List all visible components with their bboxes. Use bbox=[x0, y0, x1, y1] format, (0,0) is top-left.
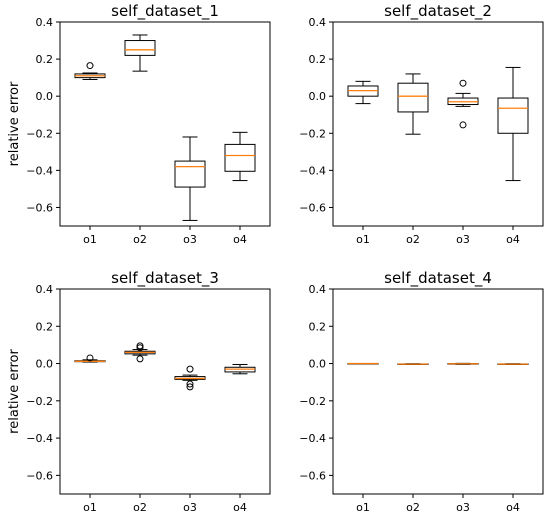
x-tick-label: o4 bbox=[233, 501, 247, 514]
box-body bbox=[124, 40, 156, 56]
x-tick-label: o2 bbox=[406, 233, 420, 246]
x-tick-label: o3 bbox=[183, 501, 197, 514]
subplot-title: self_dataset_1 bbox=[111, 2, 219, 21]
box-o2 bbox=[124, 34, 156, 72]
x-tick-label: o4 bbox=[233, 233, 247, 246]
box-o4 bbox=[497, 363, 529, 365]
y-tick-label: 0.0 bbox=[36, 358, 54, 371]
box-o2 bbox=[397, 73, 429, 135]
axes-frame bbox=[332, 288, 544, 495]
y-tick-label: −0.4 bbox=[299, 432, 326, 445]
axes-frame bbox=[332, 21, 544, 227]
box-body bbox=[174, 160, 206, 188]
x-tick-label: o3 bbox=[183, 233, 197, 246]
box-o3 bbox=[447, 79, 479, 129]
y-tick-label: 0.2 bbox=[36, 53, 54, 66]
x-tick-label: o1 bbox=[83, 501, 97, 514]
x-tick-label: o1 bbox=[356, 501, 370, 514]
y-tick-label: −0.6 bbox=[299, 469, 326, 482]
box-o3 bbox=[174, 136, 206, 221]
box-o1 bbox=[347, 362, 379, 365]
y-tick-label: 0.0 bbox=[309, 90, 327, 103]
flier-point bbox=[136, 355, 144, 363]
box-o4 bbox=[224, 363, 256, 375]
y-tick-label: −0.6 bbox=[26, 469, 53, 482]
box-o3 bbox=[174, 365, 206, 391]
box-body bbox=[397, 82, 429, 113]
x-tick-label: o3 bbox=[456, 501, 470, 514]
y-tick-label: 0.4 bbox=[36, 283, 54, 296]
y-tick-label: 0.0 bbox=[36, 90, 54, 103]
subplot-title: self_dataset_3 bbox=[111, 269, 219, 288]
y-tick-label: −0.4 bbox=[26, 164, 53, 177]
y-axis-label: relative error bbox=[7, 349, 22, 434]
flier-point bbox=[136, 344, 144, 352]
box-o4 bbox=[224, 131, 256, 182]
subplot-1: self_dataset_1 relative error 0.4 0.2 0.0 −0.… bbox=[7, 2, 271, 246]
x-tick-label: o2 bbox=[406, 501, 420, 514]
box-body bbox=[224, 143, 256, 172]
x-tick-label: o1 bbox=[356, 233, 370, 246]
box-o2 bbox=[397, 363, 429, 365]
subplot-title: self_dataset_2 bbox=[384, 2, 492, 21]
y-tick-label: −0.4 bbox=[26, 432, 53, 445]
x-tick-label: o3 bbox=[456, 233, 470, 246]
y-tick-label: 0.4 bbox=[309, 283, 327, 296]
box-o1 bbox=[74, 354, 106, 363]
flier-point bbox=[136, 342, 144, 350]
y-tick-label: 0.2 bbox=[36, 320, 54, 333]
box-o2 bbox=[124, 342, 156, 363]
y-tick-label: 0.4 bbox=[309, 16, 327, 29]
flier-point bbox=[186, 383, 194, 391]
flier-point bbox=[459, 79, 467, 87]
box-body bbox=[497, 97, 529, 134]
y-tick-label: −0.6 bbox=[26, 201, 53, 214]
axes-frame bbox=[59, 288, 271, 495]
flier-point bbox=[459, 121, 467, 129]
y-tick-label: 0.2 bbox=[309, 320, 327, 333]
subplot-2: self_dataset_2 0.4 0.2 0.0 −0.2 −0.4 −0.6 o1 o2 o… bbox=[299, 2, 544, 246]
flier-point bbox=[86, 62, 94, 70]
y-tick-label: −0.2 bbox=[26, 127, 53, 140]
y-tick-label: −0.2 bbox=[26, 395, 53, 408]
x-tick-label: o4 bbox=[506, 501, 520, 514]
subplot-4: self_dataset_4 0.4 0.2 0.0 −0.2 −0.4 −0.6 o1 o2 o… bbox=[299, 269, 544, 514]
y-tick-label: −0.2 bbox=[299, 395, 326, 408]
y-tick-label: −0.4 bbox=[299, 164, 326, 177]
box-o1 bbox=[74, 62, 106, 80]
y-tick-label: 0.2 bbox=[309, 53, 327, 66]
x-tick-label: o2 bbox=[133, 501, 147, 514]
y-tick-label: −0.2 bbox=[299, 127, 326, 140]
y-axis-label: relative error bbox=[7, 81, 22, 166]
axes-frame bbox=[59, 21, 271, 227]
x-tick-label: o2 bbox=[133, 233, 147, 246]
subplot-3: self_dataset_3 relative error 0.4 0.2 0.0 −0.… bbox=[7, 269, 271, 514]
y-tick-label: −0.6 bbox=[299, 201, 326, 214]
flier-point bbox=[86, 354, 94, 362]
x-tick-label: o1 bbox=[83, 233, 97, 246]
box-o1 bbox=[347, 80, 379, 105]
subplot-title: self_dataset_4 bbox=[384, 269, 492, 288]
x-tick-label: o4 bbox=[506, 233, 520, 246]
box-o4 bbox=[497, 66, 529, 182]
y-tick-label: 0.4 bbox=[36, 16, 54, 29]
box-o3 bbox=[447, 362, 479, 365]
flier-point bbox=[186, 365, 194, 373]
y-tick-label: 0.0 bbox=[309, 358, 327, 371]
flier-point bbox=[186, 380, 194, 388]
